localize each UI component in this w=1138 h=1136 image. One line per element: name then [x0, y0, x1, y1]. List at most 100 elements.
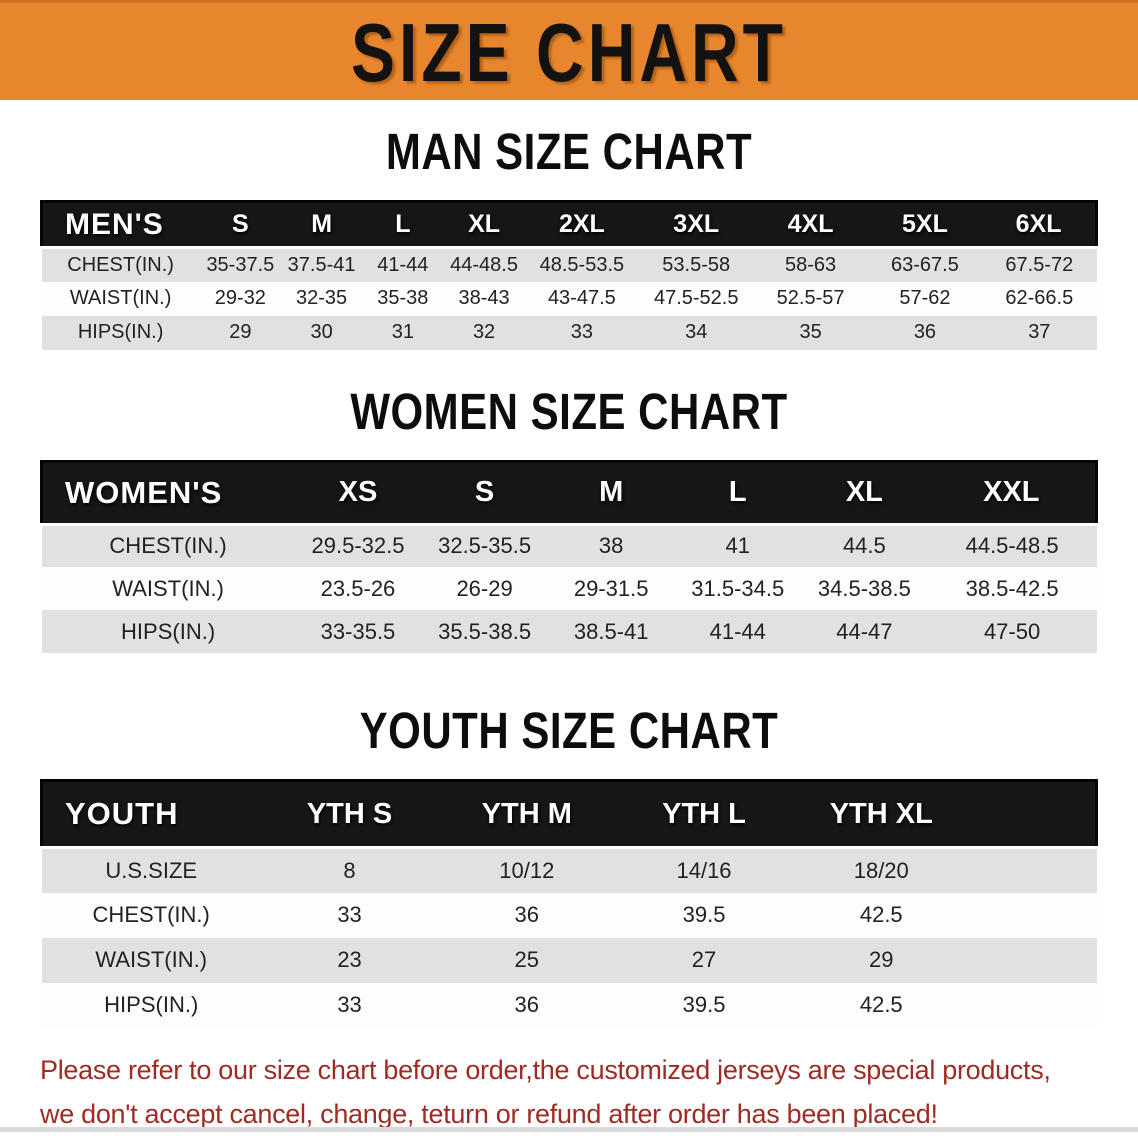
size-value-cell: 38.5-42.5	[927, 567, 1097, 610]
spacer-cell	[969, 847, 1097, 893]
table-header-row: WOMEN'S XS S M L XL XXL	[39, 459, 1098, 526]
disclaimer-line-2: we don't accept cancel, change, teturn o…	[40, 1098, 938, 1129]
size-chart-banner: SIZE CHART	[0, 0, 1138, 100]
size-value-cell: 27	[615, 937, 793, 983]
measurement-row-label: WAIST(IN.)	[41, 937, 261, 983]
measurement-row-label: CHEST(IN.)	[41, 247, 200, 282]
size-value-cell: 18/20	[792, 847, 970, 893]
size-value-cell: 47-50	[927, 610, 1097, 653]
size-value-cell: 29-31.5	[547, 567, 675, 610]
size-value-cell: 31	[362, 315, 444, 350]
table-row: WAIST(IN.) 23.5-26 26-29 29-31.5 31.5-34.5 34…	[41, 567, 1097, 610]
size-value-cell: 42.5	[792, 892, 970, 938]
size-value-cell: 38	[547, 524, 675, 567]
size-value-cell: 38-43	[443, 281, 525, 316]
women-group-label: WOMEN'S	[39, 459, 295, 526]
size-value-cell: 10/12	[438, 847, 616, 893]
size-value-cell: 38.5-41	[547, 610, 675, 653]
size-value-cell: 43-47.5	[524, 281, 640, 316]
size-column-header: XL	[801, 459, 928, 526]
size-value-cell: 39.5	[615, 892, 793, 938]
size-value-cell: 26-29	[421, 567, 548, 610]
men-group-label: MEN'S	[39, 200, 200, 249]
size-column-header: S	[421, 459, 548, 526]
size-value-cell: 32-35	[280, 281, 363, 316]
size-column-header: 2XL	[524, 200, 640, 249]
spacer-cell	[969, 779, 1098, 849]
measurement-row-label: HIPS(IN.)	[41, 315, 200, 350]
size-value-cell: 36	[438, 892, 616, 938]
measurement-row-label: HIPS(IN.)	[41, 610, 295, 653]
size-column-header: L	[674, 459, 802, 526]
women-size-table: WOMEN'S XS S M L XL XXL CHEST(IN.) 29.5-32.5 32.5…	[39, 459, 1098, 653]
size-column-header: S	[199, 200, 281, 249]
men-size-chart-section: MAN SIZE CHART MEN'S S M L XL 2XL 3XL 4XL 5XL 6XL…	[0, 123, 1138, 350]
size-value-cell: 41-44	[362, 247, 444, 282]
size-column-header: YTH M	[438, 779, 616, 849]
size-value-cell: 33	[260, 982, 439, 1028]
size-value-cell: 32	[443, 315, 525, 350]
size-value-cell: 53.5-58	[639, 247, 754, 282]
size-value-cell: 44.5	[801, 524, 928, 567]
size-value-cell: 44.5-48.5	[927, 524, 1097, 567]
size-value-cell: 44-48.5	[443, 247, 525, 282]
table-header-row: MEN'S S M L XL 2XL 3XL 4XL 5XL 6XL	[39, 200, 1099, 249]
size-column-header: 3XL	[639, 200, 754, 249]
disclaimer-line-1: Please refer to our size chart before or…	[40, 1054, 1051, 1085]
youth-group-label: YOUTH	[39, 779, 261, 849]
youth-size-chart-section: YOUTH SIZE CHART YOUTH YTH S YTH M YTH L YTH…	[0, 702, 1138, 1028]
size-column-header: YTH XL	[792, 779, 970, 849]
size-value-cell: 42.5	[792, 982, 970, 1028]
size-value-cell: 48.5-53.5	[524, 247, 640, 282]
size-value-cell: 33	[260, 892, 439, 938]
measurement-row-label: CHEST(IN.)	[41, 524, 295, 567]
size-value-cell: 39.5	[615, 982, 793, 1028]
table-row: CHEST(IN.) 29.5-32.5 32.5-35.5 38 41 44.5 44.5…	[41, 524, 1097, 567]
youth-section-title: YOUTH SIZE CHART	[359, 701, 779, 760]
measurement-row-label: WAIST(IN.)	[41, 567, 295, 610]
size-value-cell: 23	[260, 937, 439, 983]
size-column-header: XXL	[927, 459, 1098, 526]
women-size-chart-section: WOMEN SIZE CHART WOMEN'S XS S M L XL XXL CHEST(…	[0, 382, 1138, 653]
table-row: U.S.SIZE 8 10/12 14/16 18/20	[41, 847, 1097, 893]
measurement-row-label: HIPS(IN.)	[41, 982, 261, 1028]
men-section-title: MAN SIZE CHART	[385, 122, 753, 181]
size-value-cell: 34.5-38.5	[801, 567, 928, 610]
size-value-cell: 29.5-32.5	[294, 524, 422, 567]
size-value-cell: 41-44	[674, 610, 802, 653]
size-value-cell: 35	[753, 315, 868, 350]
size-value-cell: 36	[438, 982, 616, 1028]
size-column-header: YTH L	[615, 779, 793, 849]
women-section-title: WOMEN SIZE CHART	[350, 382, 788, 440]
size-column-header: 5XL	[867, 200, 983, 249]
size-value-cell: 57-62	[867, 281, 983, 316]
size-column-header: XL	[443, 200, 525, 249]
size-value-cell: 58-63	[753, 247, 868, 282]
size-value-cell: 52.5-57	[753, 281, 868, 316]
size-value-cell: 29	[792, 937, 970, 983]
size-value-cell: 34	[639, 315, 754, 350]
table-row: CHEST(IN.) 33 36 39.5 42.5	[41, 892, 1097, 938]
size-column-header: M	[547, 459, 675, 526]
size-column-header: XS	[294, 459, 422, 526]
size-value-cell: 41	[674, 524, 802, 567]
spacer-cell	[969, 892, 1097, 938]
size-value-cell: 32.5-35.5	[421, 524, 548, 567]
bottom-edge-divider	[0, 1127, 1138, 1132]
table-row: WAIST(IN.) 23 25 27 29	[41, 937, 1097, 983]
banner-title: SIZE CHART	[351, 5, 787, 98]
size-value-cell: 14/16	[615, 847, 793, 893]
size-value-cell: 29	[199, 315, 281, 350]
table-row: HIPS(IN.) 29 30 31 32 33 34 35 36 37	[41, 315, 1097, 350]
size-column-header: 6XL	[982, 200, 1099, 249]
spacer-cell	[969, 937, 1097, 983]
table-row: HIPS(IN.) 33 36 39.5 42.5	[41, 982, 1097, 1028]
size-column-header: 4XL	[753, 200, 868, 249]
size-value-cell: 30	[280, 315, 363, 350]
measurement-row-label: U.S.SIZE	[41, 847, 261, 893]
spacer-cell	[969, 982, 1097, 1028]
table-row: HIPS(IN.) 33-35.5 35.5-38.5 38.5-41 41-44 44-…	[41, 610, 1097, 653]
size-value-cell: 67.5-72	[982, 247, 1097, 282]
size-value-cell: 35-38	[362, 281, 444, 316]
size-column-header: YTH S	[260, 779, 439, 849]
